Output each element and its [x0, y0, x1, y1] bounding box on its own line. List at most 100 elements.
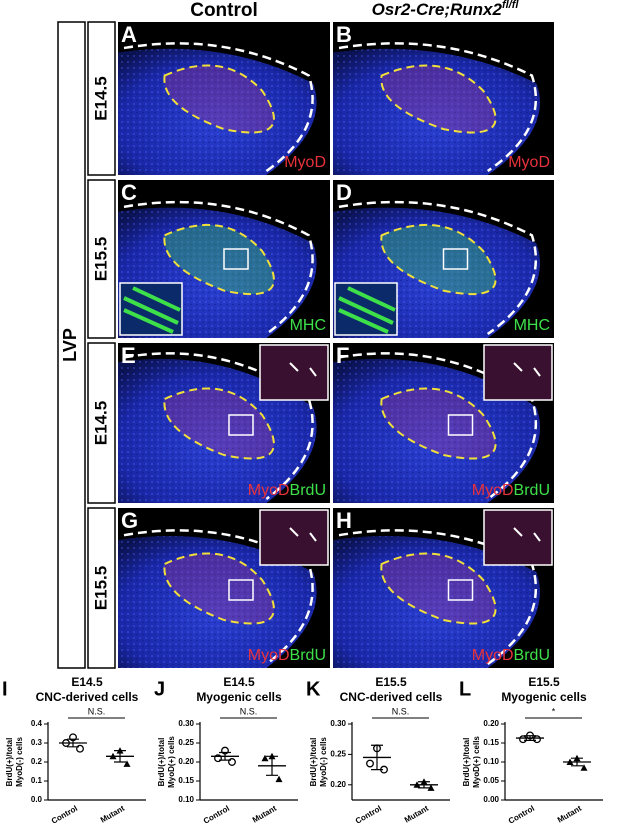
- micrograph: [118, 508, 330, 668]
- stain-label: MyoD: [284, 154, 326, 171]
- row-box: [87, 507, 116, 669]
- y-tick-label: 0.15: [483, 738, 499, 747]
- x-tick-label: Mutant: [556, 804, 583, 825]
- stain-label: MyoDBrdU: [472, 482, 550, 499]
- muscle-outline: [380, 387, 497, 460]
- y-tick-label: 0.20: [178, 757, 194, 766]
- y-label: MyoD(+) cells: [472, 736, 481, 788]
- x-tick-label: Control: [507, 804, 536, 826]
- stain: MyoD: [248, 647, 290, 664]
- stain: MHC: [514, 317, 550, 334]
- y-tick-label: 0.30: [330, 719, 346, 728]
- panel-letter: A: [121, 22, 137, 47]
- inset-box: [228, 414, 254, 436]
- inset-box: [442, 248, 469, 270]
- row-label: E14.5: [91, 401, 110, 445]
- plot-letter: K: [306, 678, 321, 700]
- y-label: MyoD(-) cells: [319, 737, 328, 787]
- stain: BrdU: [290, 482, 326, 499]
- y-label: BrdU(+)/total: [5, 738, 14, 787]
- stain-label: MyoD: [508, 154, 550, 171]
- epithelium-outline: [338, 352, 538, 501]
- significance: N.S.: [240, 706, 258, 716]
- tissue-texture: [333, 48, 541, 176]
- y-label: BrdU(+)/total: [462, 738, 471, 787]
- micrograph: [333, 22, 554, 176]
- stain: MyoD: [248, 482, 290, 499]
- y-tick-label: 0.05: [483, 776, 499, 785]
- panel-letter: E: [121, 343, 136, 368]
- epithelium-outline: [123, 42, 314, 173]
- muscle-outline: [163, 223, 275, 295]
- data-point: [275, 775, 283, 783]
- significance: N.S.: [392, 706, 410, 716]
- micrograph: [118, 180, 330, 338]
- data-point: [533, 735, 541, 744]
- inset-box: [228, 579, 254, 601]
- muscle-outline: [380, 64, 497, 134]
- y-label: BrdU(+)/total: [309, 738, 318, 787]
- error-bar: [219, 751, 231, 761]
- significance: N.S.: [88, 706, 106, 716]
- stain: MyoD: [284, 154, 326, 171]
- muscle-outline: [163, 387, 275, 460]
- epithelium-outline: [338, 42, 538, 173]
- epithelium-outline: [338, 200, 538, 336]
- y-tick-label: 0.15: [178, 776, 194, 785]
- panel-letter: B: [336, 22, 352, 47]
- side-box: [57, 21, 86, 669]
- plot-title: Myogenic cells: [196, 690, 282, 704]
- y-tick-label: 0.4: [31, 719, 43, 728]
- row-box: [87, 21, 116, 176]
- inset: [259, 509, 329, 566]
- x-tick-label: Mutant: [403, 804, 430, 825]
- x-tick-label: Control: [354, 804, 383, 826]
- plot-title: CNC-derived cells: [340, 690, 443, 704]
- data-point: [261, 754, 269, 762]
- error-bar: [114, 750, 126, 763]
- panel-letter: D: [336, 180, 352, 205]
- micrograph: [333, 508, 554, 668]
- panel-letter: H: [336, 508, 352, 533]
- error-bar: [266, 755, 278, 776]
- x-tick-label: Mutant: [251, 804, 278, 825]
- plot-title: E14.5: [223, 675, 255, 689]
- row-box: [87, 179, 116, 339]
- y-tick-label: 0.10: [178, 795, 194, 804]
- inset-box: [447, 579, 474, 601]
- stain: MHC: [290, 317, 326, 334]
- y-tick-label: 0.00: [483, 795, 499, 804]
- x-tick-label: Mutant: [99, 804, 126, 825]
- y-label: MyoD(-) cells: [15, 737, 24, 787]
- panel-letter: F: [336, 343, 349, 368]
- side-label: LVP: [60, 328, 80, 362]
- plot-title: Myogenic cells: [501, 690, 587, 704]
- column-title: Osr2-Cre;Runx2fl/fl: [372, 0, 520, 19]
- row-label: E15.5: [91, 237, 110, 281]
- inset-box: [447, 414, 474, 436]
- inset: [483, 344, 553, 401]
- plot-title: E15.5: [528, 675, 560, 689]
- stain: BrdU: [514, 647, 550, 664]
- error-bar: [524, 735, 536, 741]
- y-tick-label: 0.25: [330, 750, 346, 759]
- stain: BrdU: [514, 482, 550, 499]
- y-label: BrdU(+)/total: [157, 738, 166, 787]
- error-bar: [571, 757, 583, 767]
- inset-arrows: [289, 527, 317, 542]
- y-tick-label: 0.1: [31, 776, 43, 785]
- stain: MyoD: [508, 154, 550, 171]
- y-tick-label: 0.10: [483, 757, 499, 766]
- column-title: Control: [190, 0, 258, 21]
- epithelium-outline: [123, 200, 314, 336]
- plot-title: CNC-derived cells: [36, 690, 139, 704]
- row-label: E15.5: [91, 566, 110, 610]
- error-bar: [418, 781, 430, 789]
- micrograph: [118, 343, 330, 503]
- y-tick-label: 0.20: [483, 719, 499, 728]
- panel-letter: G: [121, 508, 138, 533]
- inset: [483, 509, 553, 566]
- muscle-outline: [163, 552, 275, 625]
- y-tick-label: 0.30: [178, 719, 194, 728]
